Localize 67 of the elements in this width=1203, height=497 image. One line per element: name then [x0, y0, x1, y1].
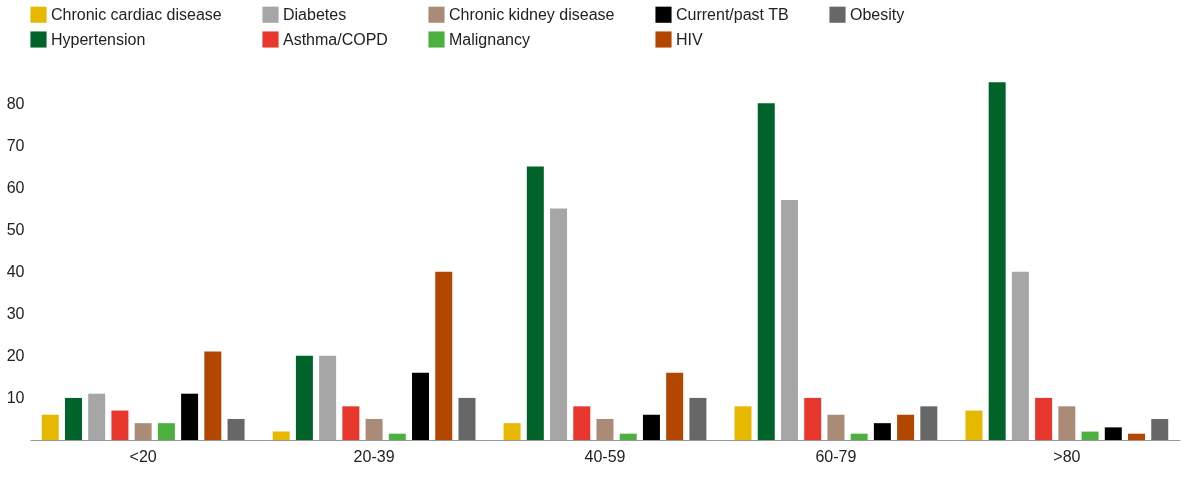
bar — [388, 433, 406, 440]
bar — [920, 406, 938, 440]
bar — [342, 406, 360, 440]
bar — [1151, 418, 1169, 440]
bar — [550, 208, 568, 440]
y-tick-label: 10 — [6, 389, 25, 407]
bar — [204, 351, 222, 440]
y-tick-label: 70 — [6, 136, 25, 154]
bar — [157, 423, 175, 440]
bar — [873, 423, 891, 440]
y-tick-label: 60 — [6, 178, 25, 196]
legend-label: Obesity — [850, 5, 905, 23]
bar — [804, 397, 822, 440]
bar — [1081, 431, 1099, 440]
x-tick-label: 40-59 — [584, 447, 626, 465]
y-tick-label: 40 — [6, 263, 25, 281]
bar — [1011, 271, 1029, 440]
bar — [965, 410, 983, 440]
bar — [1058, 406, 1076, 440]
x-tick-label: 60-79 — [815, 447, 857, 465]
bar — [111, 410, 129, 440]
legend-label: Current/past TB — [676, 5, 789, 23]
y-tick-label: 80 — [6, 94, 25, 112]
x-tick-label: >80 — [1053, 447, 1081, 465]
legend-label: Diabetes — [283, 5, 347, 23]
x-tick-label: 20-39 — [353, 447, 395, 465]
bar — [666, 372, 684, 440]
legend-label: Chronic cardiac disease — [51, 5, 222, 23]
bar — [757, 103, 775, 440]
bar — [458, 397, 476, 440]
y-tick-label: 50 — [6, 221, 25, 239]
y-tick-label: 30 — [6, 305, 25, 323]
bar — [1035, 397, 1053, 440]
bar — [295, 355, 313, 440]
bar — [780, 200, 798, 440]
bar — [1128, 433, 1146, 440]
bar — [365, 418, 383, 440]
bar — [734, 406, 752, 440]
bar — [64, 397, 82, 440]
bar — [988, 82, 1006, 440]
bar — [41, 414, 59, 440]
bar — [503, 423, 521, 440]
bar — [1104, 427, 1122, 440]
legend-label: Hypertension — [51, 30, 146, 48]
bar — [227, 418, 245, 440]
bar — [850, 433, 868, 440]
bar — [181, 393, 199, 440]
bar — [526, 166, 544, 440]
bar — [827, 414, 845, 440]
legend-label: Asthma/COPD — [283, 30, 388, 48]
bar — [573, 406, 591, 440]
bar — [435, 271, 453, 440]
bar — [319, 355, 337, 440]
bar — [88, 393, 106, 440]
legend-label: Chronic kidney disease — [449, 5, 615, 23]
bar — [642, 414, 660, 440]
bar — [272, 431, 290, 440]
bar — [619, 433, 637, 440]
bar — [596, 418, 614, 440]
bar — [897, 414, 915, 440]
bar — [689, 397, 707, 440]
bar — [134, 423, 152, 440]
x-tick-label: <20 — [129, 447, 157, 465]
y-tick-label: 20 — [6, 347, 25, 365]
bar — [412, 372, 430, 440]
legend-label: HIV — [676, 30, 703, 48]
legend-label: Malignancy — [449, 30, 530, 48]
